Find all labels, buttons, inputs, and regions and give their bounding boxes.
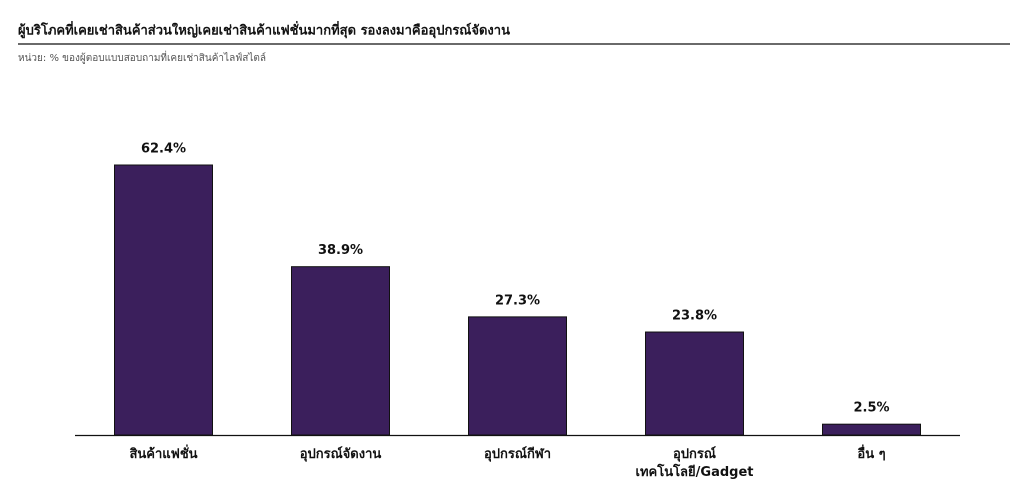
bar (291, 266, 390, 436)
x-tick-label: อุปกรณ์กีฬา (483, 447, 552, 462)
bar (114, 164, 213, 436)
chart-subtitle: หน่วย: % ของผู้ตอบแบบสอบถามที่เคยเช่าสิน… (18, 50, 266, 64)
chart-title: ผู้บริโภคที่เคยเช่าสินค้าส่วนใหญ่เคยเช่า… (18, 21, 510, 39)
bar (645, 331, 744, 436)
bar (822, 423, 921, 436)
value-label: 62.4% (141, 142, 186, 157)
value-label: 38.9% (318, 243, 363, 258)
bar (468, 316, 567, 436)
value-label: 27.3% (495, 293, 540, 308)
x-tick-label: สินค้าแฟชั่น (129, 447, 198, 462)
value-label: 2.5% (853, 401, 889, 416)
x-tick-label: อื่น ๆ (857, 447, 886, 462)
x-tick-label: อุปกรณ์ เทคโนโลยี/Gadget (635, 447, 754, 480)
x-tick-label: อุปกรณ์จัดงาน (299, 447, 382, 462)
value-label: 23.8% (672, 309, 717, 324)
